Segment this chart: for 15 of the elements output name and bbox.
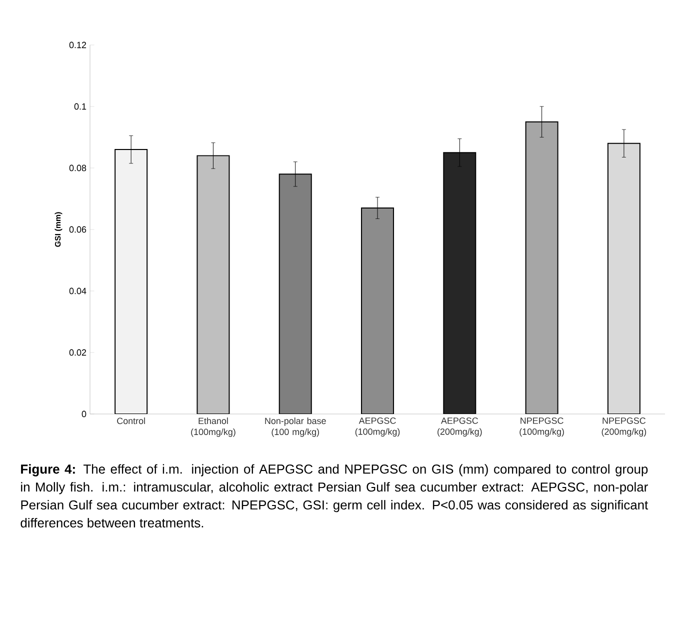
y-tick-label: 0.04 bbox=[69, 288, 86, 294]
y-tick-label: 0.12 bbox=[69, 42, 86, 48]
x-tick-label: NPEPGSC (200mg/kg) bbox=[602, 418, 646, 437]
x-tick-label: Non-polar base (100 mg/kg) bbox=[265, 418, 326, 437]
x-tick-label: AEPGSC (200mg/kg) bbox=[438, 418, 482, 437]
x-tick-label: Control bbox=[117, 418, 145, 424]
x-tick-label: AEPGSC (100mg/kg) bbox=[355, 418, 400, 437]
x-tick-label: NPEPGSC (100mg/kg) bbox=[520, 418, 564, 437]
x-tick-label: Ethanol (100mg/kg) bbox=[191, 418, 236, 437]
text: Figure 4: The effect of i.m. injection of AEPGSC and NPEPGSC on GIS (mm) compared to control group in Molly fish. i.m.: intramuscular, alcoholic extract Persian Gulf sea cucumber extract: AEPGSC, non-polar Persian Gulf sea cucumber extract: NPEPGSC, GSI: germ cell index. P<0.05 was considered as significant differences between treatments. bbox=[20, 464, 648, 528]
y-tick-label: 0.1 bbox=[74, 103, 86, 110]
y-tick-label: 0.08 bbox=[69, 164, 86, 172]
y-tick-label: 0.02 bbox=[69, 349, 86, 356]
y-tick-label: 0 bbox=[82, 410, 86, 418]
y-tick-label: 0.06 bbox=[69, 226, 86, 233]
